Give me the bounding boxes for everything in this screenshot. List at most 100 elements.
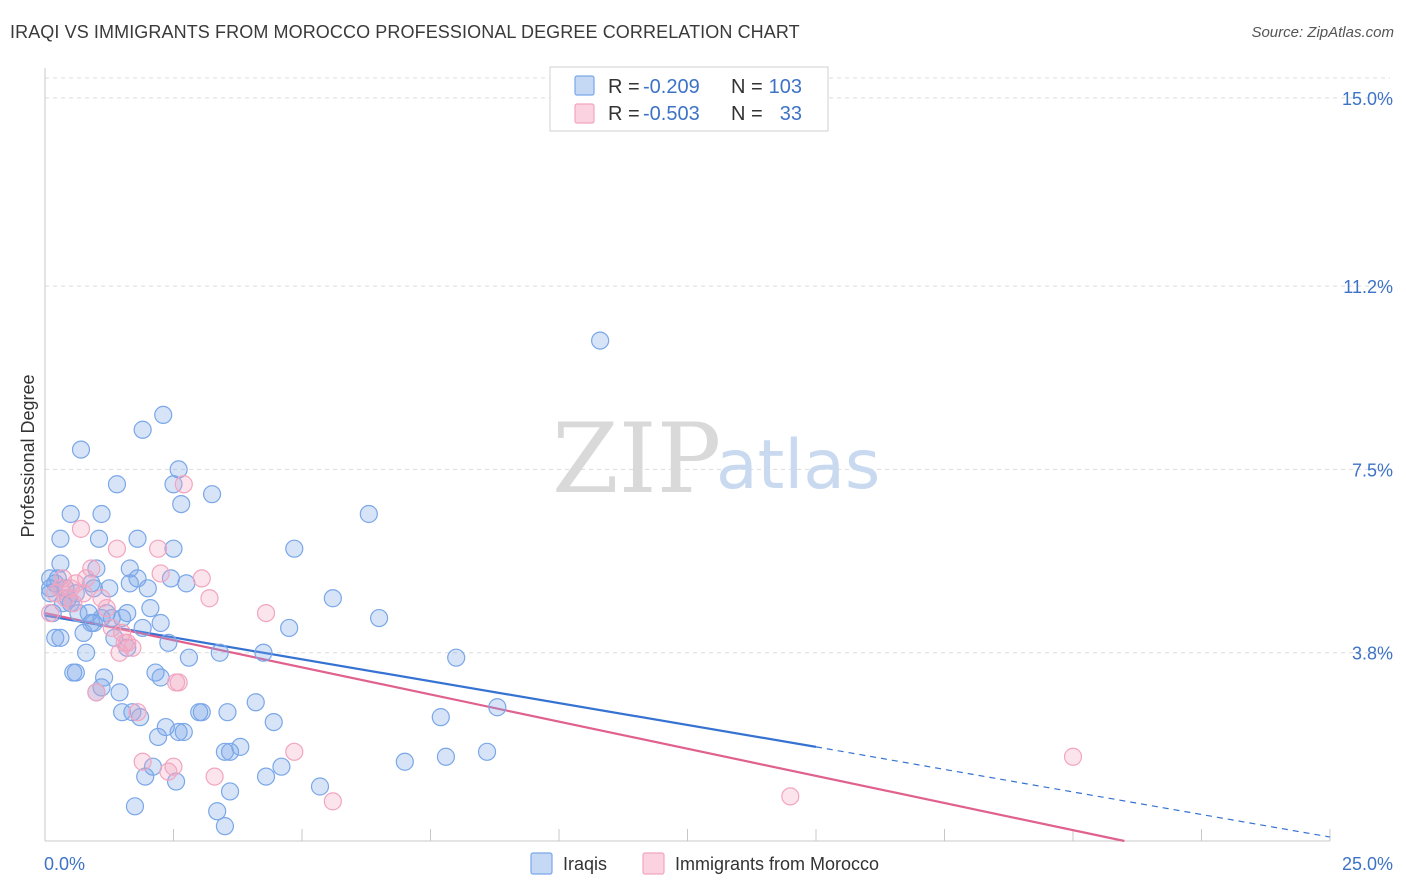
iraqis-point-97 [488,698,507,717]
series-legend: Iraqis Immigrants from Morocco [530,852,879,875]
morocco-point-12 [92,589,111,608]
legend-swatch-morocco [574,103,595,124]
iraqis-point-63 [166,772,186,791]
watermark-atlas: atlas [716,426,880,505]
iraqis-point-9 [53,594,73,613]
iraqis-point-39 [112,703,132,722]
iraqis-point-50 [136,767,155,786]
legend-n-value-1: 103 [769,76,802,98]
iraqis-point-52 [141,599,160,618]
iraqis-point-2 [41,579,60,598]
iraqis-point-37 [110,683,129,702]
y-tick-label-1: 11.2% [1343,277,1393,297]
chart-title: IRAQI VS IMMIGRANTS FROM MOROCCO PROFESS… [10,22,800,42]
iraqis-point-49 [133,420,152,439]
iraqis-point-93 [431,708,450,727]
iraqis-point-102 [133,618,152,638]
morocco-point-15 [107,539,127,558]
iraqis-point-72 [202,485,222,504]
iraqis-trend-line [44,614,817,748]
iraqis-point-64 [169,722,188,742]
iraqis-point-7 [51,529,70,548]
grid-lines [45,77,1390,654]
watermark: ZIP atlas [552,403,880,515]
morocco-point-38 [115,633,134,652]
morocco-point-35 [1063,747,1083,766]
x-tick-label-1: 25.0% [1342,854,1393,874]
morocco-point-8 [71,519,91,538]
iraqis-point-48 [130,708,150,727]
bottom-legend-label-morocco: Immigrants from Morocco [675,854,879,874]
iraqis-point-88 [310,777,330,796]
morocco-point-28 [192,569,211,588]
iraqis-point-94 [436,747,456,766]
morocco-point-7 [66,574,85,593]
iraqis-point-80 [231,737,250,756]
iraqis-point-78 [220,742,240,761]
iraqis-point-56 [151,668,170,687]
iraqis-point-29 [92,504,111,524]
legend-r-label-1: R = [608,76,640,98]
tick-labels: 15.0% 11.2% 7.5% 3.8% 0.0% 25.0% [44,89,1393,874]
iraqis-point-82 [254,643,273,662]
iraqis-trend-line-extension [815,746,1331,838]
iraqis-point-12 [61,504,80,524]
bottom-legend-swatch-iraqis [530,852,553,875]
morocco-point-13 [97,599,116,618]
morocco-point-24 [159,762,178,781]
y-axis-label: Professional Degree [18,374,38,537]
iraqis-point-4 [46,628,65,647]
morocco-point-34 [781,787,800,806]
iraqis-point-77 [218,703,237,722]
iraqis-point-43 [120,559,139,578]
legend-swatch-iraqis [574,75,595,96]
iraqis-point-74 [210,643,229,662]
iraqis-point-67 [174,722,193,742]
iraqis-point-15 [66,663,85,682]
morocco-point-31 [256,603,276,623]
watermark-zip: ZIP [552,403,721,515]
iraqis-point-57 [151,613,170,633]
iraqis-point-36 [107,475,127,494]
bottom-legend-swatch-morocco [642,852,665,875]
legend-n-label-2: N = [731,103,763,125]
iraqis-point-41 [118,603,137,623]
morocco-point-9 [77,569,96,588]
morocco-point-36 [74,584,93,603]
iraqis-point-83 [256,767,276,786]
iraqis-point-16 [69,603,88,623]
morocco-point-23 [151,564,170,583]
iraqis-point-101 [159,633,178,652]
iraqis-point-24 [84,579,103,598]
iraqis-point-98 [591,331,610,350]
x-tick-label-0: 0.0% [44,854,85,874]
iraqis-point-17 [71,440,91,459]
morocco-point-11 [87,683,106,702]
morocco-point-33 [323,792,342,811]
bottom-legend-label-iraqis: Iraqis [563,854,607,874]
iraqis-point-96 [477,742,497,761]
iraqis-point-92 [395,752,414,771]
iraqis-point-89 [323,589,342,608]
morocco-point-14 [102,618,121,638]
morocco-point-22 [148,539,168,558]
iraqis-point-79 [220,782,240,801]
morocco-point-10 [82,559,101,578]
iraqis-point-68 [177,574,196,593]
iraqis-point-87 [285,539,304,558]
legend-n-value-2: 33 [780,103,802,125]
iraqis-point-66 [172,494,191,514]
iraqis-point-33 [100,579,119,598]
morocco-point-25 [164,757,183,776]
iraqis-point-46 [128,529,147,548]
iraqis-point-85 [272,757,291,776]
iraqis-point-51 [138,579,157,598]
iraqis-point-84 [264,712,283,732]
legend-r-label-2: R = [608,103,640,125]
iraqis-point-91 [370,608,389,628]
morocco-point-32 [285,742,304,761]
source-label: Source: ZipAtlas.com [1251,24,1394,41]
trend-lines [44,612,1331,843]
iraqis-point-99 [51,628,70,647]
